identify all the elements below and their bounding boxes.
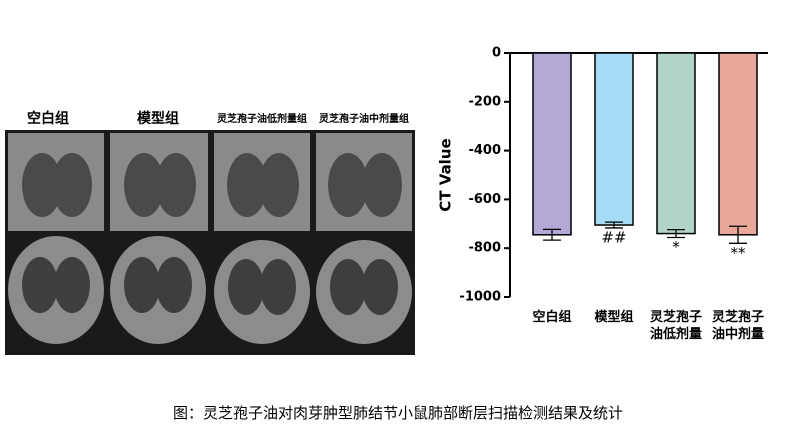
annotation: **	[731, 244, 747, 262]
bar	[656, 52, 696, 235]
y-tick-label: -600	[468, 192, 501, 207]
image-label: 模型组	[137, 110, 179, 127]
y-tick-label: -1000	[459, 290, 501, 305]
annotation: *	[672, 238, 680, 256]
image-label: 灵芝孢子油低剂量组	[217, 112, 307, 125]
bar	[532, 52, 572, 236]
ct-images	[5, 130, 415, 355]
y-tick-label: -800	[468, 241, 501, 256]
bar	[718, 52, 758, 236]
x-tick-label: 灵芝孢子油低剂量	[649, 310, 702, 342]
y-tick-label: 0	[492, 46, 501, 61]
x-tick-label: 空白组	[532, 310, 572, 325]
y-tick-label: -200	[468, 94, 501, 109]
image-label: 空白组	[27, 110, 69, 127]
bar	[594, 52, 634, 226]
caption: 图：灵芝孢子油对肉芽肿型肺结节小鼠肺部断层扫描检测结果及统计	[172, 404, 623, 422]
y-axis-label: CT Value	[437, 138, 455, 211]
x-tick-label: 模型组	[594, 310, 634, 325]
annotation: ##	[601, 228, 626, 246]
x-tick-label: 灵芝孢子油中剂量	[711, 310, 764, 342]
image-label: 灵芝孢子油中剂量组	[319, 112, 409, 125]
y-tick-label: -400	[468, 143, 501, 158]
